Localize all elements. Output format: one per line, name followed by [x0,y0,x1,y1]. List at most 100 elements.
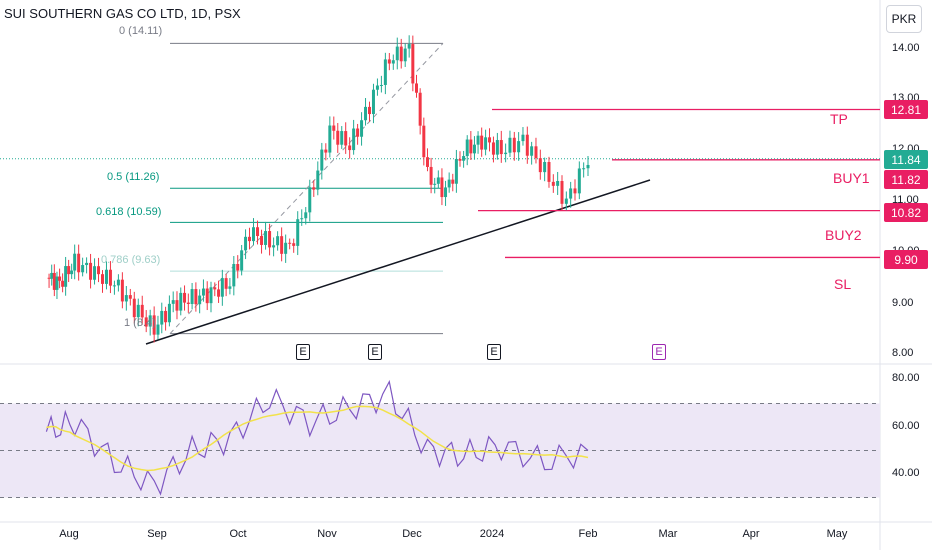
candle-body [292,243,296,246]
time-axis-label: Oct [229,528,247,540]
time-axis-label: Aug [59,528,79,540]
candle-body [499,140,503,155]
candle-body [403,48,407,62]
candle-body [179,292,183,311]
candle-body [352,128,356,151]
rsi-line [45,379,589,496]
candle-body [52,272,56,290]
candle-body [128,295,132,299]
candle-body [444,187,448,198]
candle-body [371,89,375,115]
candle-body [375,85,379,90]
candle-body [356,128,360,137]
earnings-badge[interactable]: E [487,344,501,360]
time-axis-label: 2024 [479,528,505,540]
time-axis-label: Feb [578,528,598,540]
time-axis-label: May [826,528,848,540]
candle-body [586,164,590,169]
candle-body [383,59,387,85]
candle-body [201,288,205,296]
candle-body [276,236,280,246]
candle-body [469,139,473,154]
candle-body [488,137,492,143]
candle-body [328,125,332,153]
candle-body [175,300,179,311]
candle-body [256,227,260,237]
candle-body [81,265,85,273]
candle-body [433,183,437,185]
candle-body [152,315,156,335]
candle-body [577,168,581,194]
candle-body [183,292,187,303]
time-axis-label: Dec [402,528,422,540]
candle-body [320,149,324,171]
candle-body [521,134,525,142]
candle-body [148,315,152,327]
candle-body [425,157,429,167]
fib-label-0-786: 0.786 (9.63) [101,254,161,266]
candle-body [198,295,202,305]
trend-line [145,179,651,345]
candle-body [55,276,59,290]
fib-label-1: 1 (8.4) [124,317,156,329]
candle-body [462,156,466,161]
candle-body [47,277,51,279]
candle-body [387,59,391,64]
candle-body [186,302,190,304]
buy2-price-tag: 10.82 [884,203,928,222]
sl-price-tag: 9.90 [884,250,928,269]
candle-body [504,152,508,155]
candle-body [368,106,371,115]
candle-body [164,310,168,323]
candle-body [436,177,440,184]
candle-body [247,236,251,242]
candle-body [280,236,284,254]
candle-body [97,266,101,275]
candle-body [284,242,288,254]
candle-body [364,106,368,121]
candle-body [244,236,248,251]
candle-body [288,242,292,244]
candle-body [517,141,521,153]
candle-body [340,131,344,145]
last-price-tag: 11.84 [884,150,928,169]
candle-body [491,142,495,155]
candle-body [573,188,577,194]
candle-body [440,177,444,198]
price-axis-label: 9.00 [892,297,914,309]
candle-body [472,144,476,154]
candle-body [232,264,236,287]
time-axis-label: Apr [742,528,760,540]
tp-price-tag: 12.81 [884,100,928,119]
candle-body [564,198,568,204]
candle-body [447,179,451,188]
candle-body [77,253,81,273]
buy1-annotation: BUY1 [833,170,870,186]
candle-body [569,188,573,199]
time-axis-label: Sep [147,528,167,540]
candle-body [156,324,160,335]
fib-label-0-5: 0.5 (11.26) [107,171,160,183]
candle-body [336,130,340,145]
candle-body [70,270,74,275]
candle-body [64,266,68,287]
sl-annotation: SL [834,276,852,292]
candle-body [304,212,308,219]
price-axis-label: 8.00 [892,347,914,359]
currency-button[interactable]: PKR [886,5,922,33]
earnings-badge[interactable]: E [368,344,382,360]
candle-body [312,187,316,190]
candle-body [132,298,136,318]
earnings-badge[interactable]: E [296,344,310,360]
earnings-badge[interactable]: E [652,344,666,360]
rsi-axis-label: 60.00 [892,420,920,432]
candle-body [551,181,555,186]
rsi-axis-label: 40.00 [892,467,920,479]
candle-body [144,317,148,327]
candle-body [530,146,534,156]
candle-body [451,179,455,184]
candle-body [61,280,65,287]
candle-body [124,295,128,302]
candle-body [458,158,462,161]
